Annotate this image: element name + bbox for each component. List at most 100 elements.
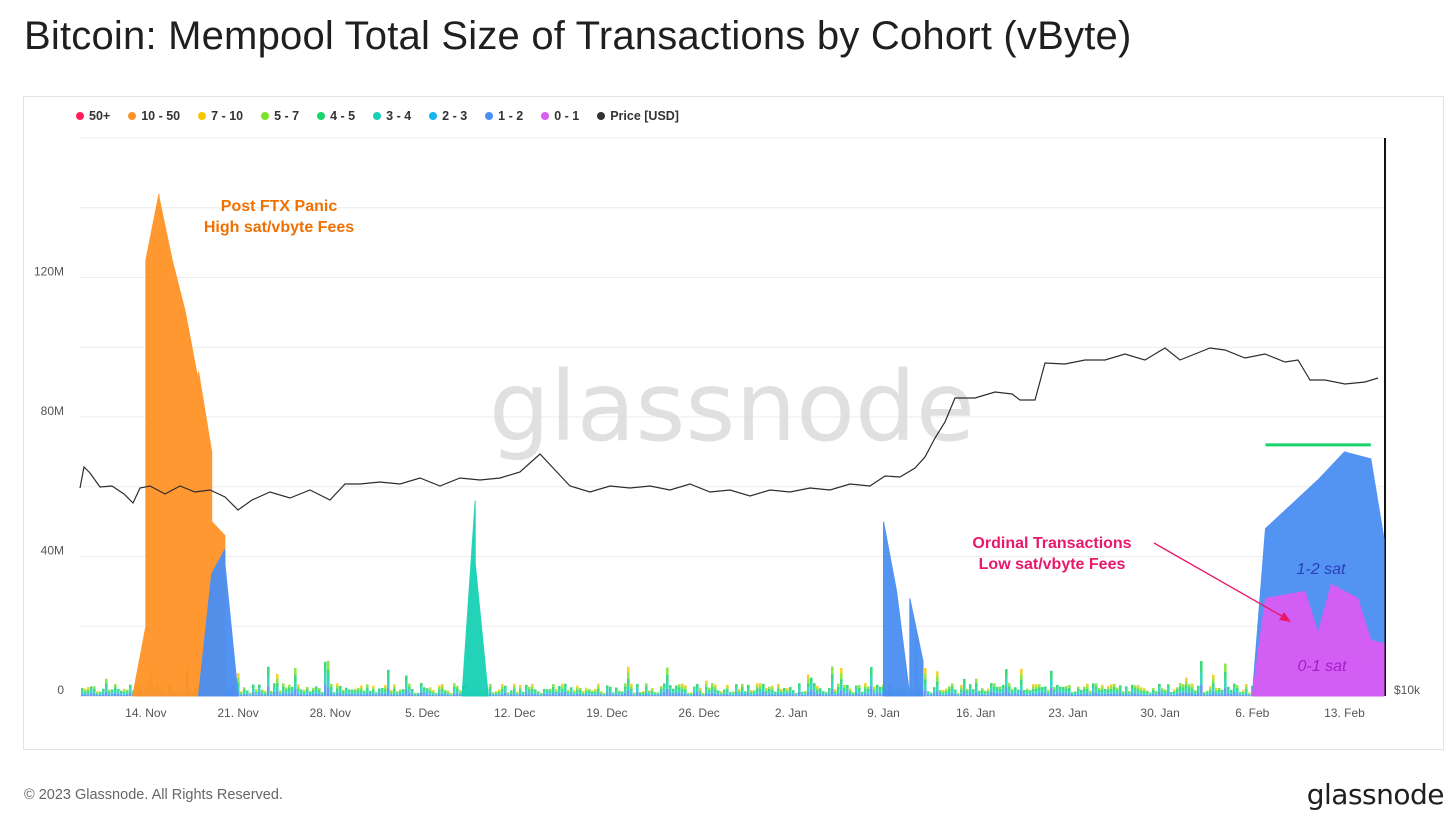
legend-item[interactable]: Price [USD] <box>597 109 679 123</box>
noise-bar <box>1149 692 1152 694</box>
noise-bar <box>1119 692 1122 696</box>
noise-bar <box>354 694 357 696</box>
noise-bar <box>537 694 540 696</box>
series-area <box>1251 583 1385 697</box>
legend-item[interactable]: 1 - 2 <box>485 109 523 123</box>
noise-bar <box>603 694 606 695</box>
noise-bar <box>1128 694 1131 696</box>
noise-bar <box>996 689 999 693</box>
noise-bar <box>495 692 498 694</box>
noise-bar <box>636 691 639 696</box>
chart-legend: 50+ 10 - 50 7 - 10 5 - 7 4 - 5 3 - 4 2 - 3 1 - … <box>76 108 679 124</box>
noise-bar <box>957 695 960 696</box>
noise-bar <box>708 693 711 696</box>
noise-bar <box>861 693 864 695</box>
noise-bar <box>603 695 606 696</box>
legend-item[interactable]: 10 - 50 <box>128 109 180 123</box>
noise-bar <box>936 691 939 696</box>
noise-bar <box>705 686 708 690</box>
noise-bar <box>798 691 801 696</box>
noise-bar <box>1017 693 1020 696</box>
noise-bar <box>651 692 654 695</box>
noise-bar <box>579 693 582 696</box>
legend-item[interactable]: 4 - 5 <box>317 109 355 123</box>
price-line <box>79 347 1379 511</box>
y-tick-label: 0 <box>57 683 64 697</box>
noise-bar <box>1176 689 1179 692</box>
noise-bar <box>615 693 618 696</box>
noise-bar <box>699 692 702 695</box>
noise-bar <box>441 693 444 696</box>
noise-bar <box>1029 694 1032 696</box>
noise-bar <box>321 695 324 696</box>
legend-item[interactable]: 2 - 3 <box>429 109 467 123</box>
noise-bar <box>519 693 522 696</box>
noise-bar <box>384 693 387 696</box>
noise-bar <box>1047 694 1050 696</box>
legend-item[interactable]: 7 - 10 <box>198 109 243 123</box>
noise-bar <box>441 686 444 689</box>
noise-bar <box>1035 693 1038 696</box>
noise-bar <box>939 691 942 693</box>
noise-bar <box>522 693 525 695</box>
noise-bar <box>1158 687 1161 692</box>
legend-item[interactable]: 50+ <box>76 109 110 123</box>
noise-bar <box>972 691 975 694</box>
noise-bar <box>666 681 669 689</box>
noise-bar <box>738 693 741 695</box>
noise-bar <box>1131 684 1134 689</box>
noise-bar <box>450 694 453 695</box>
noise-bar <box>402 693 405 696</box>
noise-bar <box>120 690 123 693</box>
legend-swatch <box>128 112 137 120</box>
legend-item[interactable]: 5 - 7 <box>261 109 299 123</box>
noise-bar <box>393 688 396 692</box>
noise-bar <box>930 693 933 695</box>
noise-bar <box>294 675 297 683</box>
noise-bar <box>993 689 996 693</box>
noise-bar <box>1227 689 1230 693</box>
noise-bar <box>561 686 564 689</box>
noise-bar <box>543 693 546 696</box>
noise-bar <box>780 693 783 695</box>
noise-bar <box>1221 689 1224 692</box>
noise-bar <box>336 693 339 696</box>
noise-bar <box>594 690 597 692</box>
noise-bar <box>1041 693 1044 696</box>
noise-bar <box>258 684 261 689</box>
annotation-arrow-head <box>1279 612 1291 622</box>
noise-bar <box>1239 692 1242 694</box>
noise-bar <box>1059 686 1062 690</box>
noise-bar <box>825 692 828 694</box>
noise-bar <box>567 690 570 693</box>
noise-bar <box>264 694 267 696</box>
noise-bar <box>870 686 873 696</box>
legend-item[interactable]: 0 - 1 <box>541 109 579 123</box>
noise-bar <box>990 691 993 696</box>
noise-bar <box>393 684 396 687</box>
x-tick-label: 16. Jan <box>956 706 995 720</box>
legend-item[interactable]: 3 - 4 <box>373 109 411 123</box>
noise-bar <box>828 688 831 691</box>
noise-bar <box>390 693 393 695</box>
noise-bar <box>378 693 381 696</box>
noise-bar <box>1143 692 1146 695</box>
noise-bar <box>663 683 666 688</box>
noise-bar <box>573 692 576 694</box>
noise-bar <box>102 688 105 692</box>
noise-bar <box>120 692 123 695</box>
noise-bar <box>546 693 549 696</box>
noise-bar <box>1101 689 1104 692</box>
noise-bar <box>705 680 708 684</box>
noise-bar <box>459 694 462 696</box>
noise-bar <box>777 693 780 696</box>
noise-bar <box>1212 691 1215 696</box>
noise-bar <box>978 694 981 696</box>
noise-bar <box>1140 692 1143 695</box>
noise-bar <box>1062 686 1065 690</box>
noise-bar <box>993 683 996 687</box>
noise-bar <box>756 690 759 694</box>
noise-bar <box>795 695 798 696</box>
noise-bar <box>978 692 981 695</box>
noise-bar <box>489 692 492 696</box>
